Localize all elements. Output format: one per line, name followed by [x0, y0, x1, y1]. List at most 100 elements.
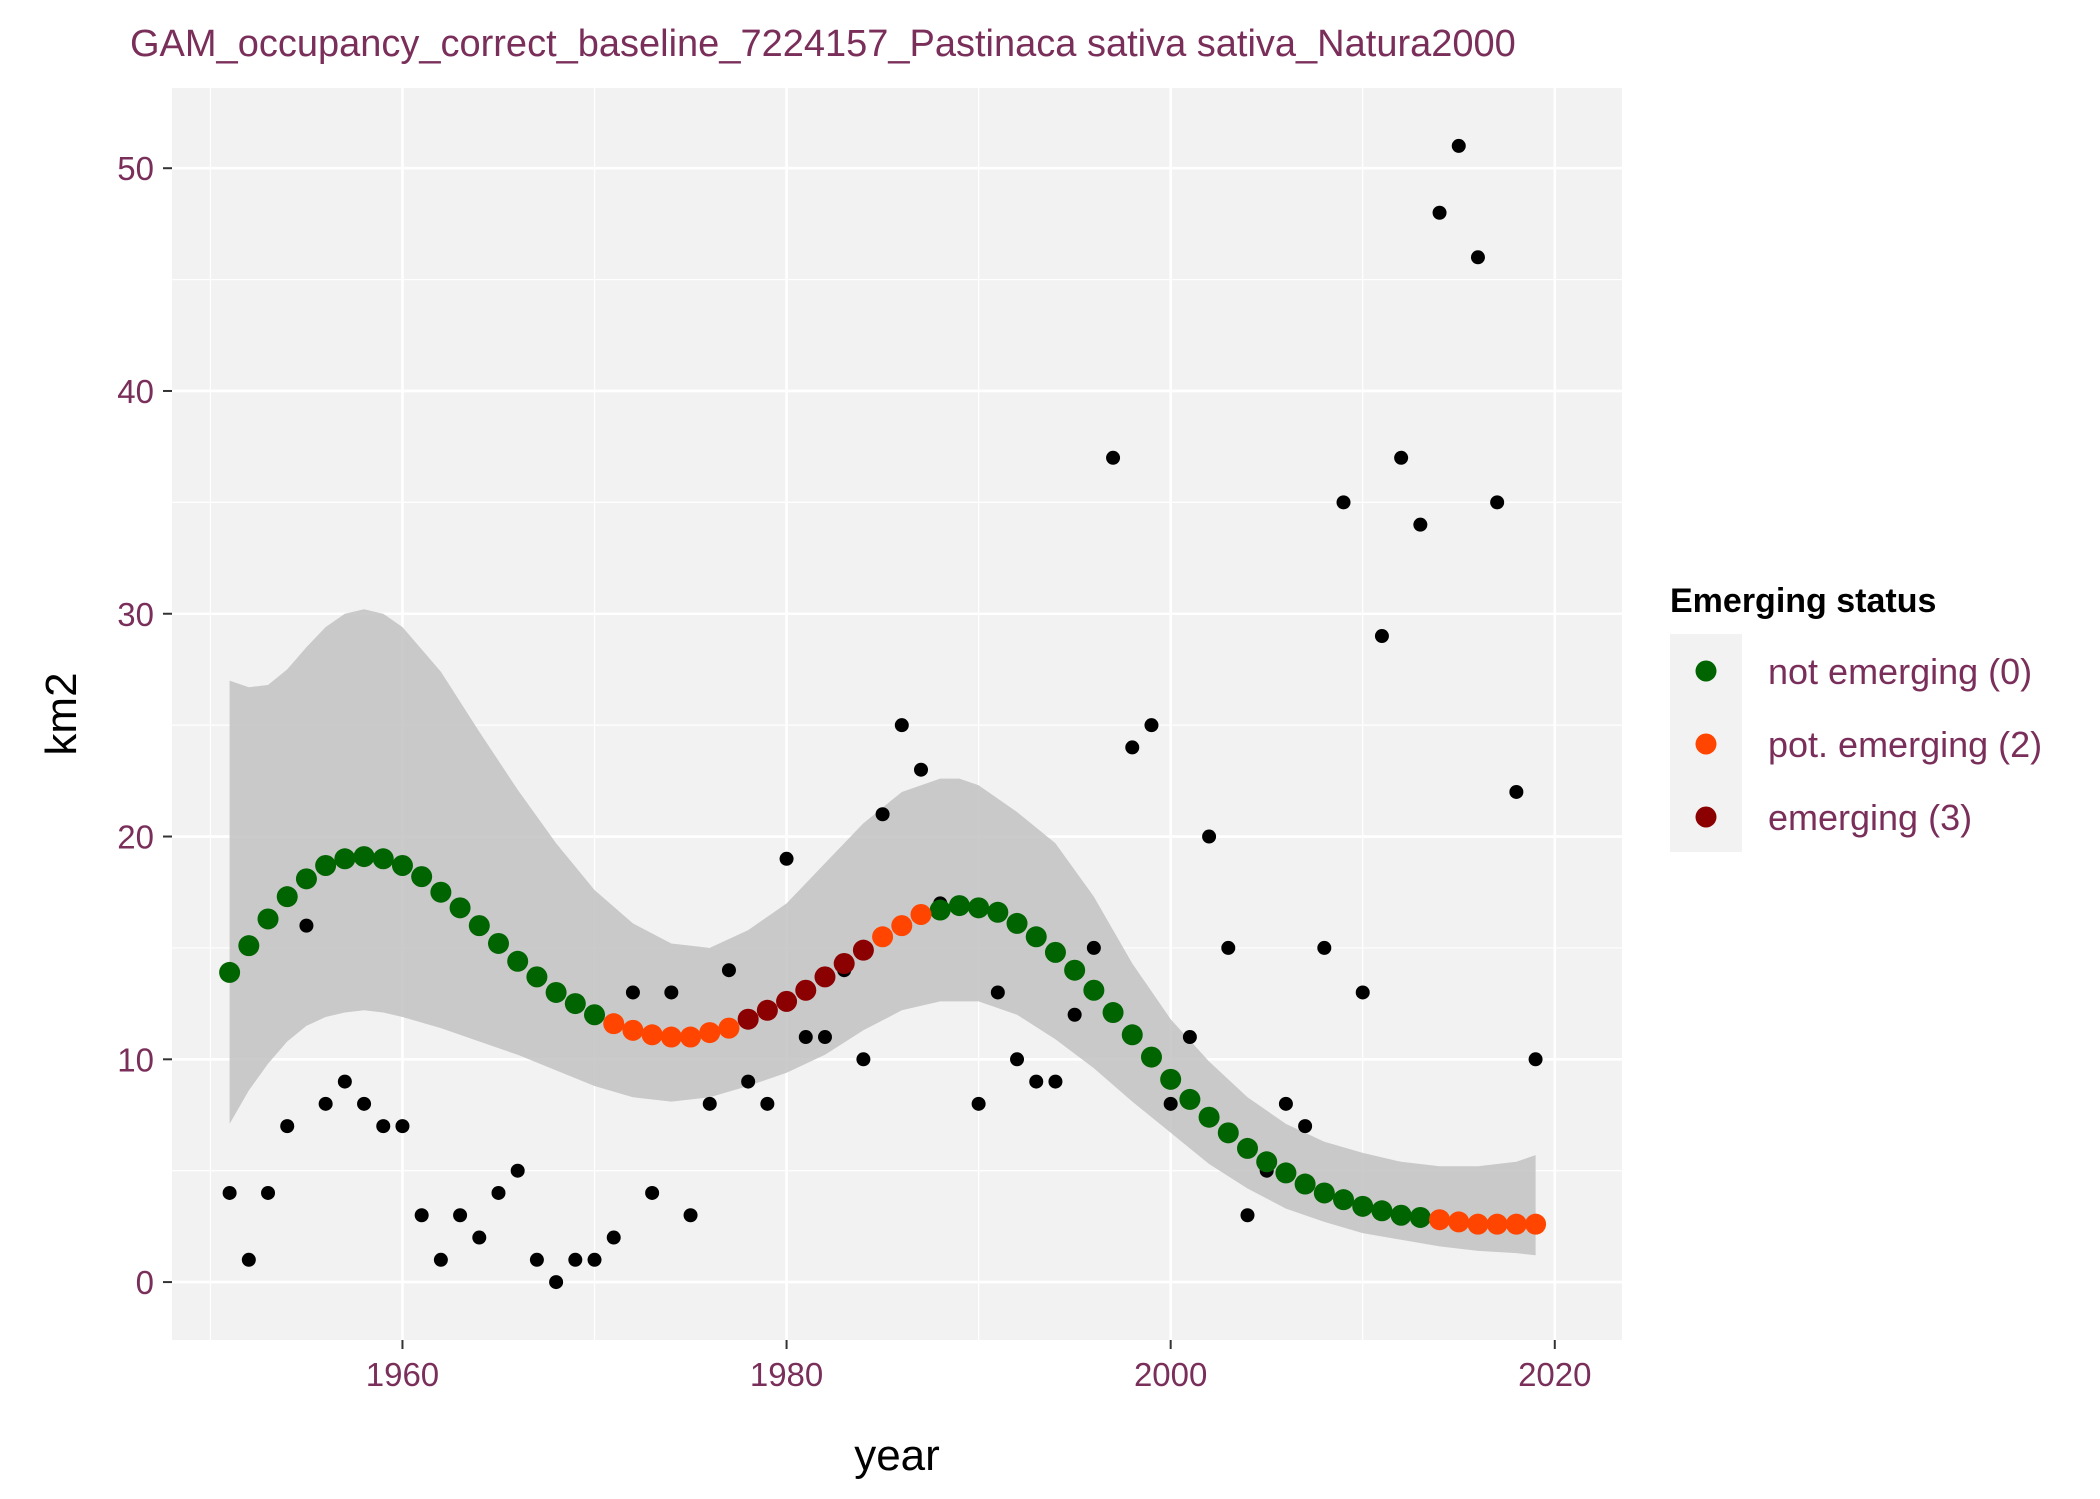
observed-point: [241, 1252, 256, 1267]
observed-point: [1470, 250, 1485, 265]
observed-point: [261, 1185, 276, 1200]
legend-label-2: pot. emerging (2): [1768, 724, 2042, 765]
fitted-point: [1333, 1189, 1355, 1211]
fitted-point: [718, 1017, 740, 1039]
observed-point: [741, 1074, 756, 1089]
fitted-point: [584, 1004, 606, 1026]
observed-point: [529, 1252, 544, 1267]
fitted-point: [968, 897, 990, 919]
fitted-point: [603, 1013, 625, 1035]
fitted-point: [1486, 1213, 1508, 1235]
fitted-point: [315, 854, 337, 876]
fitted-point: [1140, 1046, 1162, 1068]
fitted-point: [680, 1026, 702, 1048]
observed-point: [1432, 205, 1447, 220]
observed-point: [357, 1096, 372, 1111]
fitted-point: [1256, 1151, 1278, 1173]
observed-point: [1163, 1096, 1178, 1111]
observed-point: [1106, 450, 1121, 465]
fitted-point: [468, 915, 490, 937]
fitted-point: [238, 935, 260, 957]
observed-point: [549, 1275, 564, 1290]
fitted-point: [795, 979, 817, 1001]
observed-point: [1010, 1052, 1025, 1067]
observed-point: [299, 918, 314, 933]
fitted-point: [449, 897, 471, 919]
observed-point: [1528, 1052, 1543, 1067]
fitted-points-layer: [219, 846, 1547, 1235]
observed-point: [798, 1030, 813, 1045]
observed-point: [395, 1119, 410, 1134]
observed-point: [1298, 1119, 1313, 1134]
observed-point: [280, 1119, 295, 1134]
observed-point: [433, 1252, 448, 1267]
fitted-point: [814, 966, 836, 988]
observed-point: [1413, 517, 1428, 532]
observed-point: [817, 1030, 832, 1045]
observed-point: [1144, 718, 1159, 733]
fitted-point: [1448, 1211, 1470, 1233]
observed-point: [1317, 940, 1332, 955]
fitted-point: [872, 926, 894, 948]
observed-point: [1355, 985, 1370, 1000]
fitted-point: [776, 990, 798, 1012]
fitted-point: [1006, 912, 1028, 934]
fitted-point: [1198, 1106, 1220, 1128]
fitted-point: [257, 908, 279, 930]
fitted-point: [622, 1019, 644, 1041]
fitted-point: [353, 846, 375, 868]
fitted-point: [372, 848, 394, 870]
legend: Emerging status not emerging (0) pot. eme…: [1670, 582, 2042, 852]
x-tick-label: 2000: [1134, 1356, 1207, 1393]
observed-point: [625, 985, 640, 1000]
fitted-point: [756, 999, 778, 1021]
fitted-point: [737, 1008, 759, 1030]
observed-point: [683, 1208, 698, 1223]
observed-point: [222, 1185, 237, 1200]
fitted-point: [660, 1026, 682, 1048]
observed-point: [856, 1052, 871, 1067]
observed-point: [1490, 495, 1505, 510]
observed-point: [990, 985, 1005, 1000]
observed-point: [1509, 784, 1524, 799]
fitted-point: [987, 901, 1009, 923]
y-axis: 0 10 20 30 40 50: [117, 150, 172, 1301]
fitted-point: [1429, 1209, 1451, 1231]
observed-points-layer: [222, 138, 1543, 1290]
fitted-point: [1160, 1068, 1182, 1090]
y-tick-label: 10: [117, 1041, 154, 1078]
fitted-point: [1371, 1200, 1393, 1222]
fitted-point: [334, 848, 356, 870]
x-tick-label: 1980: [750, 1356, 823, 1393]
legend-label-3: emerging (3): [1768, 797, 1972, 838]
chart-title: GAM_occupancy_correct_baseline_7224157_P…: [130, 23, 1516, 65]
fitted-point: [1467, 1213, 1489, 1235]
observed-point: [1374, 629, 1389, 644]
observed-point: [1067, 1007, 1082, 1022]
x-tick-label: 2020: [1518, 1356, 1591, 1393]
observed-point: [721, 963, 736, 978]
fitted-point: [1025, 926, 1047, 948]
observed-point: [702, 1096, 717, 1111]
observed-point: [1394, 450, 1409, 465]
fitted-point: [1294, 1173, 1316, 1195]
fitted-point: [1064, 959, 1086, 981]
fitted-point: [1102, 1002, 1124, 1024]
observed-point: [1451, 138, 1466, 153]
observed-point: [472, 1230, 487, 1245]
observed-point: [1278, 1096, 1293, 1111]
observed-point: [1125, 740, 1140, 755]
observed-point: [760, 1096, 775, 1111]
x-tick-label: 1960: [366, 1356, 439, 1393]
fitted-point: [1313, 1182, 1335, 1204]
fitted-point: [1083, 979, 1105, 1001]
fitted-point: [487, 932, 509, 954]
fitted-point: [891, 915, 913, 937]
observed-point: [318, 1096, 333, 1111]
observed-point: [1048, 1074, 1063, 1089]
fitted-point: [507, 950, 529, 972]
fitted-point: [1505, 1213, 1527, 1235]
fitted-point: [276, 886, 298, 908]
fitted-point: [1236, 1137, 1258, 1159]
